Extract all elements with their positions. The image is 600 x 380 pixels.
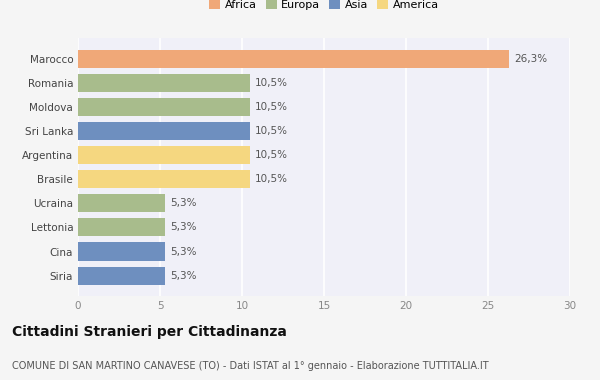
- Bar: [78, 267, 165, 285]
- Bar: [78, 98, 250, 116]
- Bar: [78, 242, 165, 261]
- Text: 10,5%: 10,5%: [255, 126, 288, 136]
- Legend: Africa, Europa, Asia, America: Africa, Europa, Asia, America: [207, 0, 441, 12]
- Text: 10,5%: 10,5%: [255, 78, 288, 88]
- Bar: [78, 194, 165, 212]
- Text: 10,5%: 10,5%: [255, 174, 288, 184]
- Text: 10,5%: 10,5%: [255, 102, 288, 112]
- Text: 5,3%: 5,3%: [170, 198, 196, 208]
- Bar: [78, 122, 250, 140]
- Bar: [78, 50, 509, 68]
- Bar: [78, 218, 165, 236]
- Bar: [78, 74, 250, 92]
- Bar: [78, 170, 250, 188]
- Text: 10,5%: 10,5%: [255, 150, 288, 160]
- Bar: [78, 146, 250, 164]
- Text: COMUNE DI SAN MARTINO CANAVESE (TO) - Dati ISTAT al 1° gennaio - Elaborazione TU: COMUNE DI SAN MARTINO CANAVESE (TO) - Da…: [12, 361, 488, 370]
- Text: 5,3%: 5,3%: [170, 247, 196, 256]
- Text: 5,3%: 5,3%: [170, 222, 196, 233]
- Text: Cittadini Stranieri per Cittadinanza: Cittadini Stranieri per Cittadinanza: [12, 325, 287, 339]
- Text: 26,3%: 26,3%: [514, 54, 547, 64]
- Text: 5,3%: 5,3%: [170, 271, 196, 280]
